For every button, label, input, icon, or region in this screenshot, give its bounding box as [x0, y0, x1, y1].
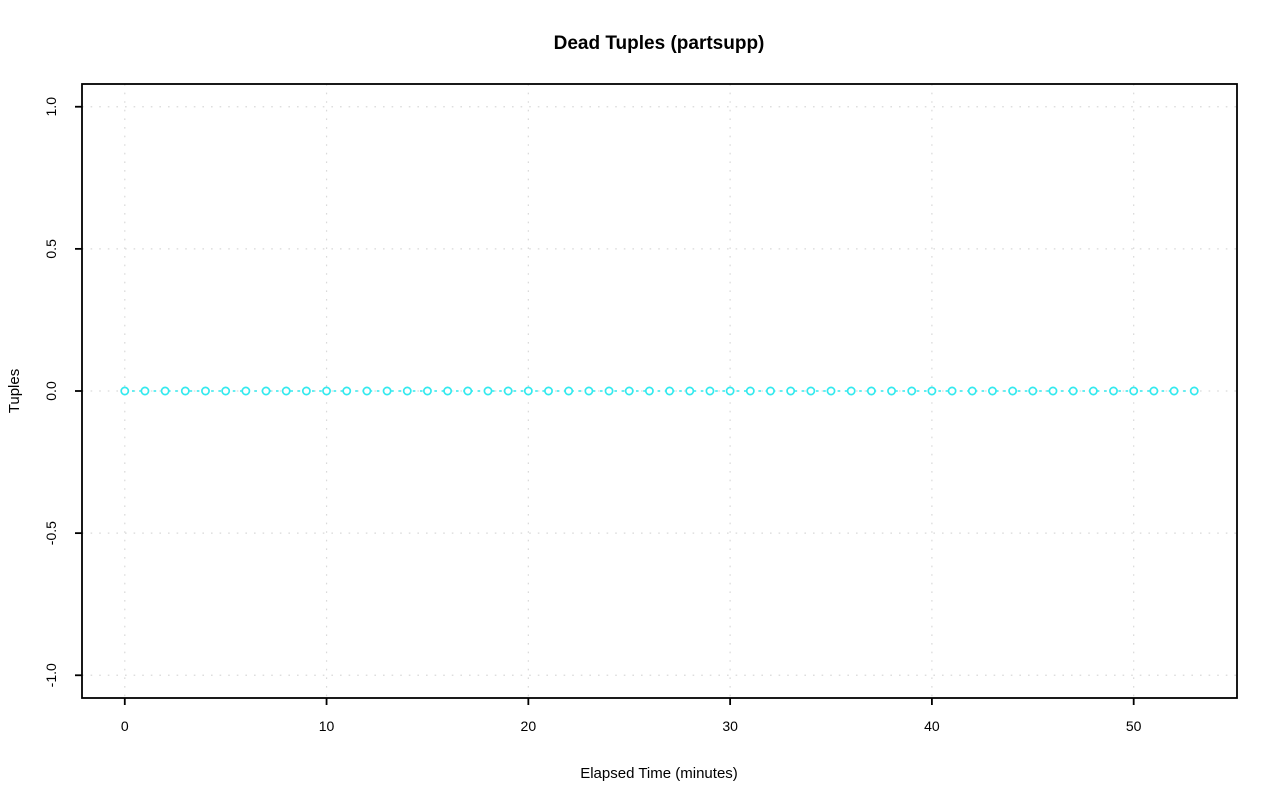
- x-tick-label: 10: [319, 718, 335, 734]
- data-point: [160, 386, 170, 396]
- data-point: [624, 386, 634, 396]
- data-point: [1169, 386, 1179, 396]
- data-point: [1008, 386, 1018, 396]
- data-point: [1028, 386, 1038, 396]
- data-point: [967, 386, 977, 396]
- data-point: [745, 386, 755, 396]
- data-point: [685, 386, 695, 396]
- data-point: [564, 386, 574, 396]
- data-point: [665, 386, 675, 396]
- x-tick-label: 0: [121, 718, 129, 734]
- x-axis-label: Elapsed Time (minutes): [580, 765, 738, 782]
- data-point: [644, 386, 654, 396]
- data-point: [806, 386, 816, 396]
- data-point: [584, 386, 594, 396]
- data-point: [201, 386, 210, 396]
- data-point: [140, 386, 150, 396]
- data-point: [503, 386, 513, 396]
- chart-title: Dead Tuples (partsupp): [554, 33, 765, 54]
- data-point: [1189, 386, 1199, 396]
- data-point: [887, 386, 896, 396]
- data-point: [866, 386, 876, 396]
- data-point: [180, 386, 190, 396]
- data-point: [523, 386, 533, 396]
- data-point: [483, 386, 493, 396]
- data-point: [725, 386, 735, 396]
- data-point: [463, 386, 473, 396]
- data-point: [846, 386, 856, 396]
- y-axis-label: Tuples: [6, 369, 23, 413]
- data-point: [766, 386, 775, 396]
- data-point: [1129, 386, 1139, 396]
- y-tick-label: -1.0: [43, 663, 59, 687]
- y-tick-label: 0.5: [43, 239, 59, 259]
- data-point: [705, 386, 715, 396]
- plot-generated-layer: 0 10 20 30 40 50 -1.0 -0.5 0.0 0.5 1.0: [43, 83, 1238, 734]
- data-point: [927, 386, 937, 396]
- data-point: [261, 386, 271, 396]
- data-point: [423, 386, 432, 396]
- data-point: [987, 386, 997, 396]
- data-point: [544, 386, 553, 396]
- data-point: [362, 386, 372, 396]
- data-point: [1048, 386, 1058, 396]
- data-point: [826, 386, 836, 396]
- data-point: [1109, 386, 1118, 396]
- data-point: [382, 386, 392, 396]
- data-point: [1149, 386, 1159, 396]
- data-point: [443, 386, 453, 396]
- x-tick-label: 30: [722, 718, 738, 734]
- data-point: [1068, 386, 1078, 396]
- y-tick-label: -0.5: [43, 521, 59, 545]
- data-point: [281, 386, 291, 396]
- data-point: [120, 386, 130, 396]
- data-point: [342, 386, 352, 396]
- data-point: [221, 386, 231, 396]
- data-point: [241, 386, 251, 396]
- data-point: [786, 386, 796, 396]
- y-tick-label: 1.0: [43, 97, 59, 117]
- data-point: [604, 386, 614, 396]
- y-tick-label: 0.0: [43, 381, 59, 401]
- x-tick-label: 20: [521, 718, 537, 734]
- data-point: [402, 386, 412, 396]
- data-point: [322, 386, 332, 396]
- data-point: [301, 386, 311, 396]
- x-tick-label: 50: [1126, 718, 1142, 734]
- data-point: [1088, 386, 1098, 396]
- x-tick-label: 40: [924, 718, 940, 734]
- data-point: [947, 386, 957, 396]
- data-point: [907, 386, 917, 396]
